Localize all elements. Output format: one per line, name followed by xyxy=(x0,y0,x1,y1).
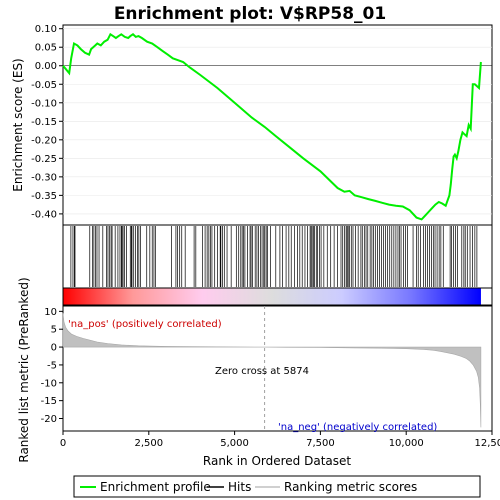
legend-enrichment-label: Enrichment profile xyxy=(100,480,211,494)
es-tick-label: -0.35 xyxy=(31,191,57,202)
legend-metric-label: Ranking metric scores xyxy=(284,480,417,494)
x-tick-label: 12,500 xyxy=(475,438,500,449)
es-tick-label: 0.05 xyxy=(35,43,57,54)
es-plot-frame xyxy=(62,24,493,226)
x-tick-label: 10,000 xyxy=(389,438,424,449)
metric-tick-label: -15 xyxy=(41,396,57,407)
es-tick-label: -0.05 xyxy=(31,80,57,91)
es-tick-label: -0.20 xyxy=(31,135,57,146)
x-axis-label: Rank in Ordered Dataset xyxy=(203,454,351,468)
metric-y-ticks: 10 5 0 -5 -10 -15 -20 xyxy=(41,307,63,425)
metric-panel: 10 5 0 -5 -10 -15 -20 'na_pos' (positively cor… xyxy=(17,277,493,463)
chart-title: Enrichment plot: V$RP58_01 xyxy=(114,4,386,24)
na-neg-annotation: 'na_neg' (negatively correlated) xyxy=(278,422,437,433)
es-panel: 0.10 0.05 0.00 -0.05 -0.10 -0.15 -0.20 -0.25 -0.… xyxy=(11,24,493,226)
metric-plot-frame xyxy=(62,305,493,432)
enrichment-profile-line xyxy=(62,32,482,221)
x-tick-label: 0 xyxy=(60,438,66,449)
x-axis-ticks: 0 2,500 5,000 7,500 10,000 12,500 xyxy=(60,431,500,449)
es-y-axis-label: Enrichment score (ES) xyxy=(11,58,25,191)
ranking-metric-area xyxy=(62,313,482,428)
es-tick-label: 0.10 xyxy=(35,24,57,35)
metric-tick-label: 0 xyxy=(51,343,57,354)
metric-y-axis-label: Ranked list metric (PreRanked) xyxy=(17,277,31,462)
es-tick-label: -0.15 xyxy=(31,117,57,128)
es-tick-label: -0.10 xyxy=(31,98,57,109)
es-gridlines xyxy=(63,28,492,215)
metric-tick-label: 5 xyxy=(51,325,57,336)
es-tick-label: 0.00 xyxy=(35,61,57,72)
rank-color-bar xyxy=(62,287,493,306)
na-pos-annotation: 'na_pos' (positively correlated) xyxy=(68,319,222,330)
metric-tick-label: -20 xyxy=(41,414,57,425)
es-tick-label: -0.25 xyxy=(31,154,57,165)
rank-color-frame xyxy=(62,287,493,306)
x-tick-label: 7,500 xyxy=(306,438,335,449)
metric-tick-label: -5 xyxy=(47,360,57,371)
x-tick-label: 2,500 xyxy=(134,438,163,449)
x-tick-label: 5,000 xyxy=(220,438,249,449)
hit-marks xyxy=(70,226,478,287)
es-tick-label: -0.40 xyxy=(31,209,57,220)
metric-tick-label: 10 xyxy=(44,307,57,318)
es-y-ticks: 0.10 0.05 0.00 -0.05 -0.10 -0.15 -0.20 -0.25 -0.… xyxy=(31,24,63,220)
rank-color-strip xyxy=(63,288,481,305)
legend: Enrichment profile Hits Ranking metric s… xyxy=(73,475,481,498)
zero-cross-annotation: Zero cross at 5874 xyxy=(215,366,309,377)
hits-panel xyxy=(62,224,493,306)
metric-tick-label: -10 xyxy=(41,378,57,389)
legend-hits-label: Hits xyxy=(228,480,251,494)
es-tick-label: -0.30 xyxy=(31,172,57,183)
